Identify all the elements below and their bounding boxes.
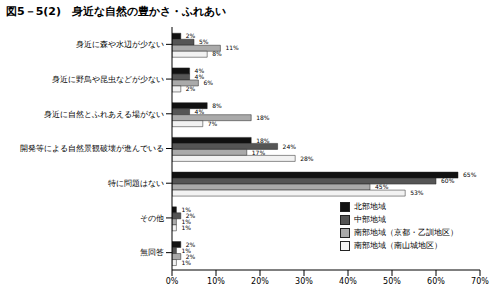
- svg-text:53%: 53%: [410, 189, 424, 196]
- svg-text:4%: 4%: [194, 73, 205, 81]
- svg-text:60%: 60%: [441, 177, 455, 184]
- svg-text:7%: 7%: [208, 120, 218, 127]
- svg-text:5%: 5%: [199, 38, 209, 45]
- svg-text:65%: 65%: [463, 171, 477, 178]
- svg-text:24%: 24%: [283, 143, 297, 150]
- svg-text:45%: 45%: [375, 183, 389, 190]
- svg-text:8%: 8%: [212, 50, 222, 57]
- svg-text:0%: 0%: [166, 277, 179, 286]
- html-text:南部地域（南山城地区）: 南部地域（南山城地区）: [354, 241, 442, 250]
- svg-text:身近に野鳥や昆虫などが少ない: 身近に野鳥や昆虫などが少ない: [52, 75, 164, 84]
- svg-text:50%: 50%: [383, 277, 401, 286]
- svg-text:6%: 6%: [203, 79, 213, 86]
- svg-text:特に問題はない: 特に問題はない: [108, 179, 164, 188]
- svg-text:開発等による自然景観破壊が進んでいる: 開発等による自然景観破壊が進んでいる: [20, 144, 164, 153]
- svg-text:8%: 8%: [212, 102, 222, 109]
- svg-text:18%: 18%: [256, 137, 270, 144]
- svg-text:無回答: 無回答: [140, 248, 164, 257]
- svg-text:2%: 2%: [186, 32, 196, 39]
- svg-text:20%: 20%: [251, 277, 269, 286]
- svg-text:2%: 2%: [185, 252, 196, 260]
- svg-text:4%: 4%: [195, 108, 205, 115]
- svg-text:身近に自然とふれあえる場がない: 身近に自然とふれあえる場がない: [44, 110, 164, 119]
- svg-text:40%: 40%: [339, 277, 357, 286]
- svg-text:18%: 18%: [256, 114, 270, 121]
- svg-text:1%: 1%: [181, 218, 191, 225]
- svg-text:1%: 1%: [181, 246, 191, 254]
- svg-text:70%: 70%: [471, 277, 489, 286]
- html-text:図5－5(2) 身近な自然の豊かさ・ふれあい: 図5－5(2) 身近な自然の豊かさ・ふれあい: [6, 5, 226, 18]
- svg-text:17%: 17%: [252, 149, 266, 156]
- svg-text:その他: その他: [140, 214, 164, 223]
- html-text:中部地域: 中部地域: [354, 215, 386, 224]
- svg-text:28%: 28%: [300, 155, 314, 162]
- svg-text:1%: 1%: [181, 259, 191, 266]
- svg-text:1%: 1%: [181, 224, 191, 231]
- svg-text:30%: 30%: [295, 277, 313, 286]
- svg-text:10%: 10%: [207, 277, 225, 286]
- html-text:南部地域（京都・乙訓地区）: 南部地域（京都・乙訓地区）: [354, 228, 458, 237]
- svg-text:4%: 4%: [194, 67, 205, 75]
- svg-text:2%: 2%: [185, 212, 196, 219]
- svg-text:2%: 2%: [186, 85, 196, 92]
- html-text:北部地域: 北部地域: [354, 202, 386, 211]
- svg-text:身近に森や水辺が少ない: 身近に森や水辺が少ない: [76, 40, 164, 49]
- svg-text:2%: 2%: [185, 240, 196, 248]
- svg-text:11%: 11%: [225, 44, 239, 51]
- svg-text:1%: 1%: [181, 206, 191, 213]
- svg-text:60%: 60%: [427, 277, 445, 286]
